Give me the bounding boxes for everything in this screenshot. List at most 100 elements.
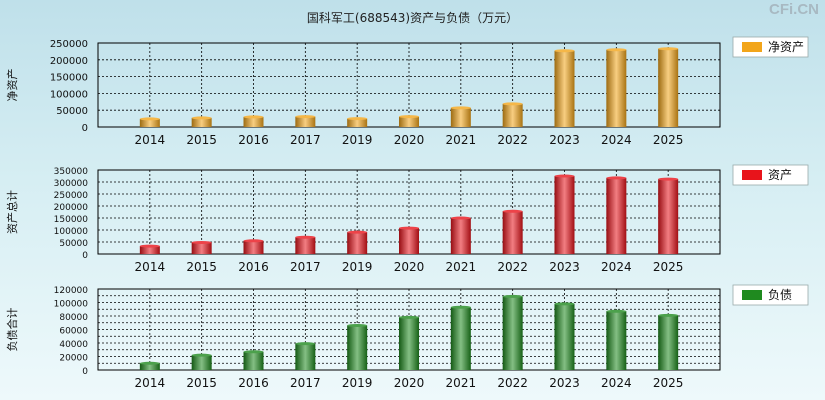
legend: 负债 (732, 284, 809, 306)
y-tick-label: 100000 (54, 300, 89, 310)
x-tick-label: 2025 (653, 376, 684, 390)
y-tick-label: 0 (82, 367, 88, 377)
y-tick-label: 350000 (54, 167, 89, 177)
bar-cap (191, 353, 212, 357)
bar-cap (658, 47, 679, 51)
bar-cap (658, 177, 679, 181)
y-tick-label: 200000 (54, 203, 89, 213)
bar-cap (191, 240, 212, 244)
bar-2017 (295, 343, 316, 370)
bar-cap (295, 115, 316, 119)
chart-panel-2: 0 50000 100000 150000 200000 250000 300000 3500… (5, 164, 809, 274)
x-tick-label: 2020 (394, 133, 425, 147)
bar-cap (554, 302, 575, 306)
bar-2021 (450, 107, 471, 127)
bar-cap (502, 102, 523, 106)
y-tick-label: 250000 (50, 39, 88, 50)
x-tick-label: 2020 (394, 376, 425, 390)
bar-cap (554, 174, 575, 178)
bar-2020 (399, 228, 419, 254)
y-tick-label: 80000 (59, 313, 88, 323)
bar-cap (243, 115, 264, 119)
y-tick-label: 50000 (59, 239, 88, 249)
x-tick-label: 2022 (497, 376, 528, 390)
x-tick-label: 2014 (135, 133, 166, 147)
x-tick-label: 2022 (497, 133, 528, 147)
bar-cap (606, 176, 627, 180)
x-tick-label: 2024 (601, 260, 632, 274)
y-axis-label: 负债合计 (5, 308, 19, 352)
y-axis-label: 资产总计 (5, 190, 19, 234)
y-tick-label: 0 (82, 251, 88, 261)
x-tick-label: 2017 (290, 133, 321, 147)
x-tick-label: 2016 (238, 133, 269, 147)
legend-swatch (742, 290, 762, 300)
y-tick-label: 150000 (54, 215, 89, 225)
x-tick-label: 2024 (601, 133, 632, 147)
bar-cap (295, 235, 316, 239)
y-tick-label: 250000 (54, 191, 89, 201)
bar-2023 (554, 50, 575, 128)
bar-2020 (399, 317, 419, 370)
bar-cap (502, 294, 523, 298)
bar-2017 (295, 237, 316, 254)
bar-2024 (606, 49, 627, 127)
x-tick-label: 2020 (394, 260, 425, 274)
x-tick-label: 2015 (186, 260, 217, 274)
y-tick-label: 150000 (50, 73, 88, 84)
watermark-logo: CFi.CN (769, 1, 819, 18)
x-tick-label: 2019 (342, 133, 373, 147)
bar-cap (554, 49, 575, 53)
bar-2016 (243, 240, 264, 254)
y-tick-label: 20000 (59, 354, 88, 364)
bar-cap (139, 244, 160, 248)
bar-cap (502, 209, 523, 213)
bar-2023 (554, 176, 575, 254)
bar-2019 (347, 232, 368, 254)
bar-cap (347, 117, 368, 121)
chart-panel-1: 0 50000 100000 150000 200000 250000 2014 2015 20… (5, 36, 809, 147)
x-tick-label: 2019 (342, 376, 373, 390)
chart-title: 国科军工(688543)资产与负债（万元） (306, 11, 519, 25)
x-tick-label: 2025 (653, 260, 684, 274)
bar-cap (450, 216, 471, 220)
legend-label: 净资产 (768, 40, 804, 54)
x-tick-label: 2015 (186, 133, 217, 147)
bar-2019 (347, 118, 368, 127)
bar-cap (347, 323, 368, 327)
x-tick-label: 2016 (238, 260, 269, 274)
bar-cap (295, 342, 316, 346)
y-axis-label: 净资产 (5, 69, 19, 102)
y-tick-label: 300000 (54, 179, 89, 189)
y-tick-label: 100000 (54, 227, 89, 237)
bar-cap (243, 239, 264, 243)
legend-label: 资产 (768, 168, 792, 182)
legend-swatch (742, 42, 762, 52)
bar-cap (399, 226, 419, 230)
y-tick-label: 0 (82, 123, 88, 134)
bar-cap (243, 350, 264, 354)
legend-label: 负债 (768, 288, 792, 302)
x-tick-label: 2015 (186, 376, 217, 390)
bar-2025 (658, 315, 679, 370)
legend: 资产 (732, 164, 809, 186)
bar-2014 (139, 118, 160, 127)
y-tick-label: 100000 (50, 89, 88, 100)
bar-cap (606, 48, 627, 52)
x-tick-label: 2019 (342, 260, 373, 274)
legend: 净资产 (732, 36, 809, 58)
x-tick-label: 2021 (446, 376, 477, 390)
bar-2014 (139, 246, 160, 254)
x-tick-label: 2021 (446, 133, 477, 147)
x-tick-label: 2023 (549, 260, 580, 274)
bar-2025 (658, 179, 679, 254)
bar-cap (139, 361, 160, 365)
legend-swatch (742, 170, 762, 180)
bar-cap (399, 315, 419, 319)
x-tick-label: 2017 (290, 260, 321, 274)
y-tick-label: 40000 (59, 340, 88, 350)
bar-2016 (243, 116, 264, 127)
bar-2024 (606, 311, 627, 370)
bar-cap (450, 106, 471, 110)
